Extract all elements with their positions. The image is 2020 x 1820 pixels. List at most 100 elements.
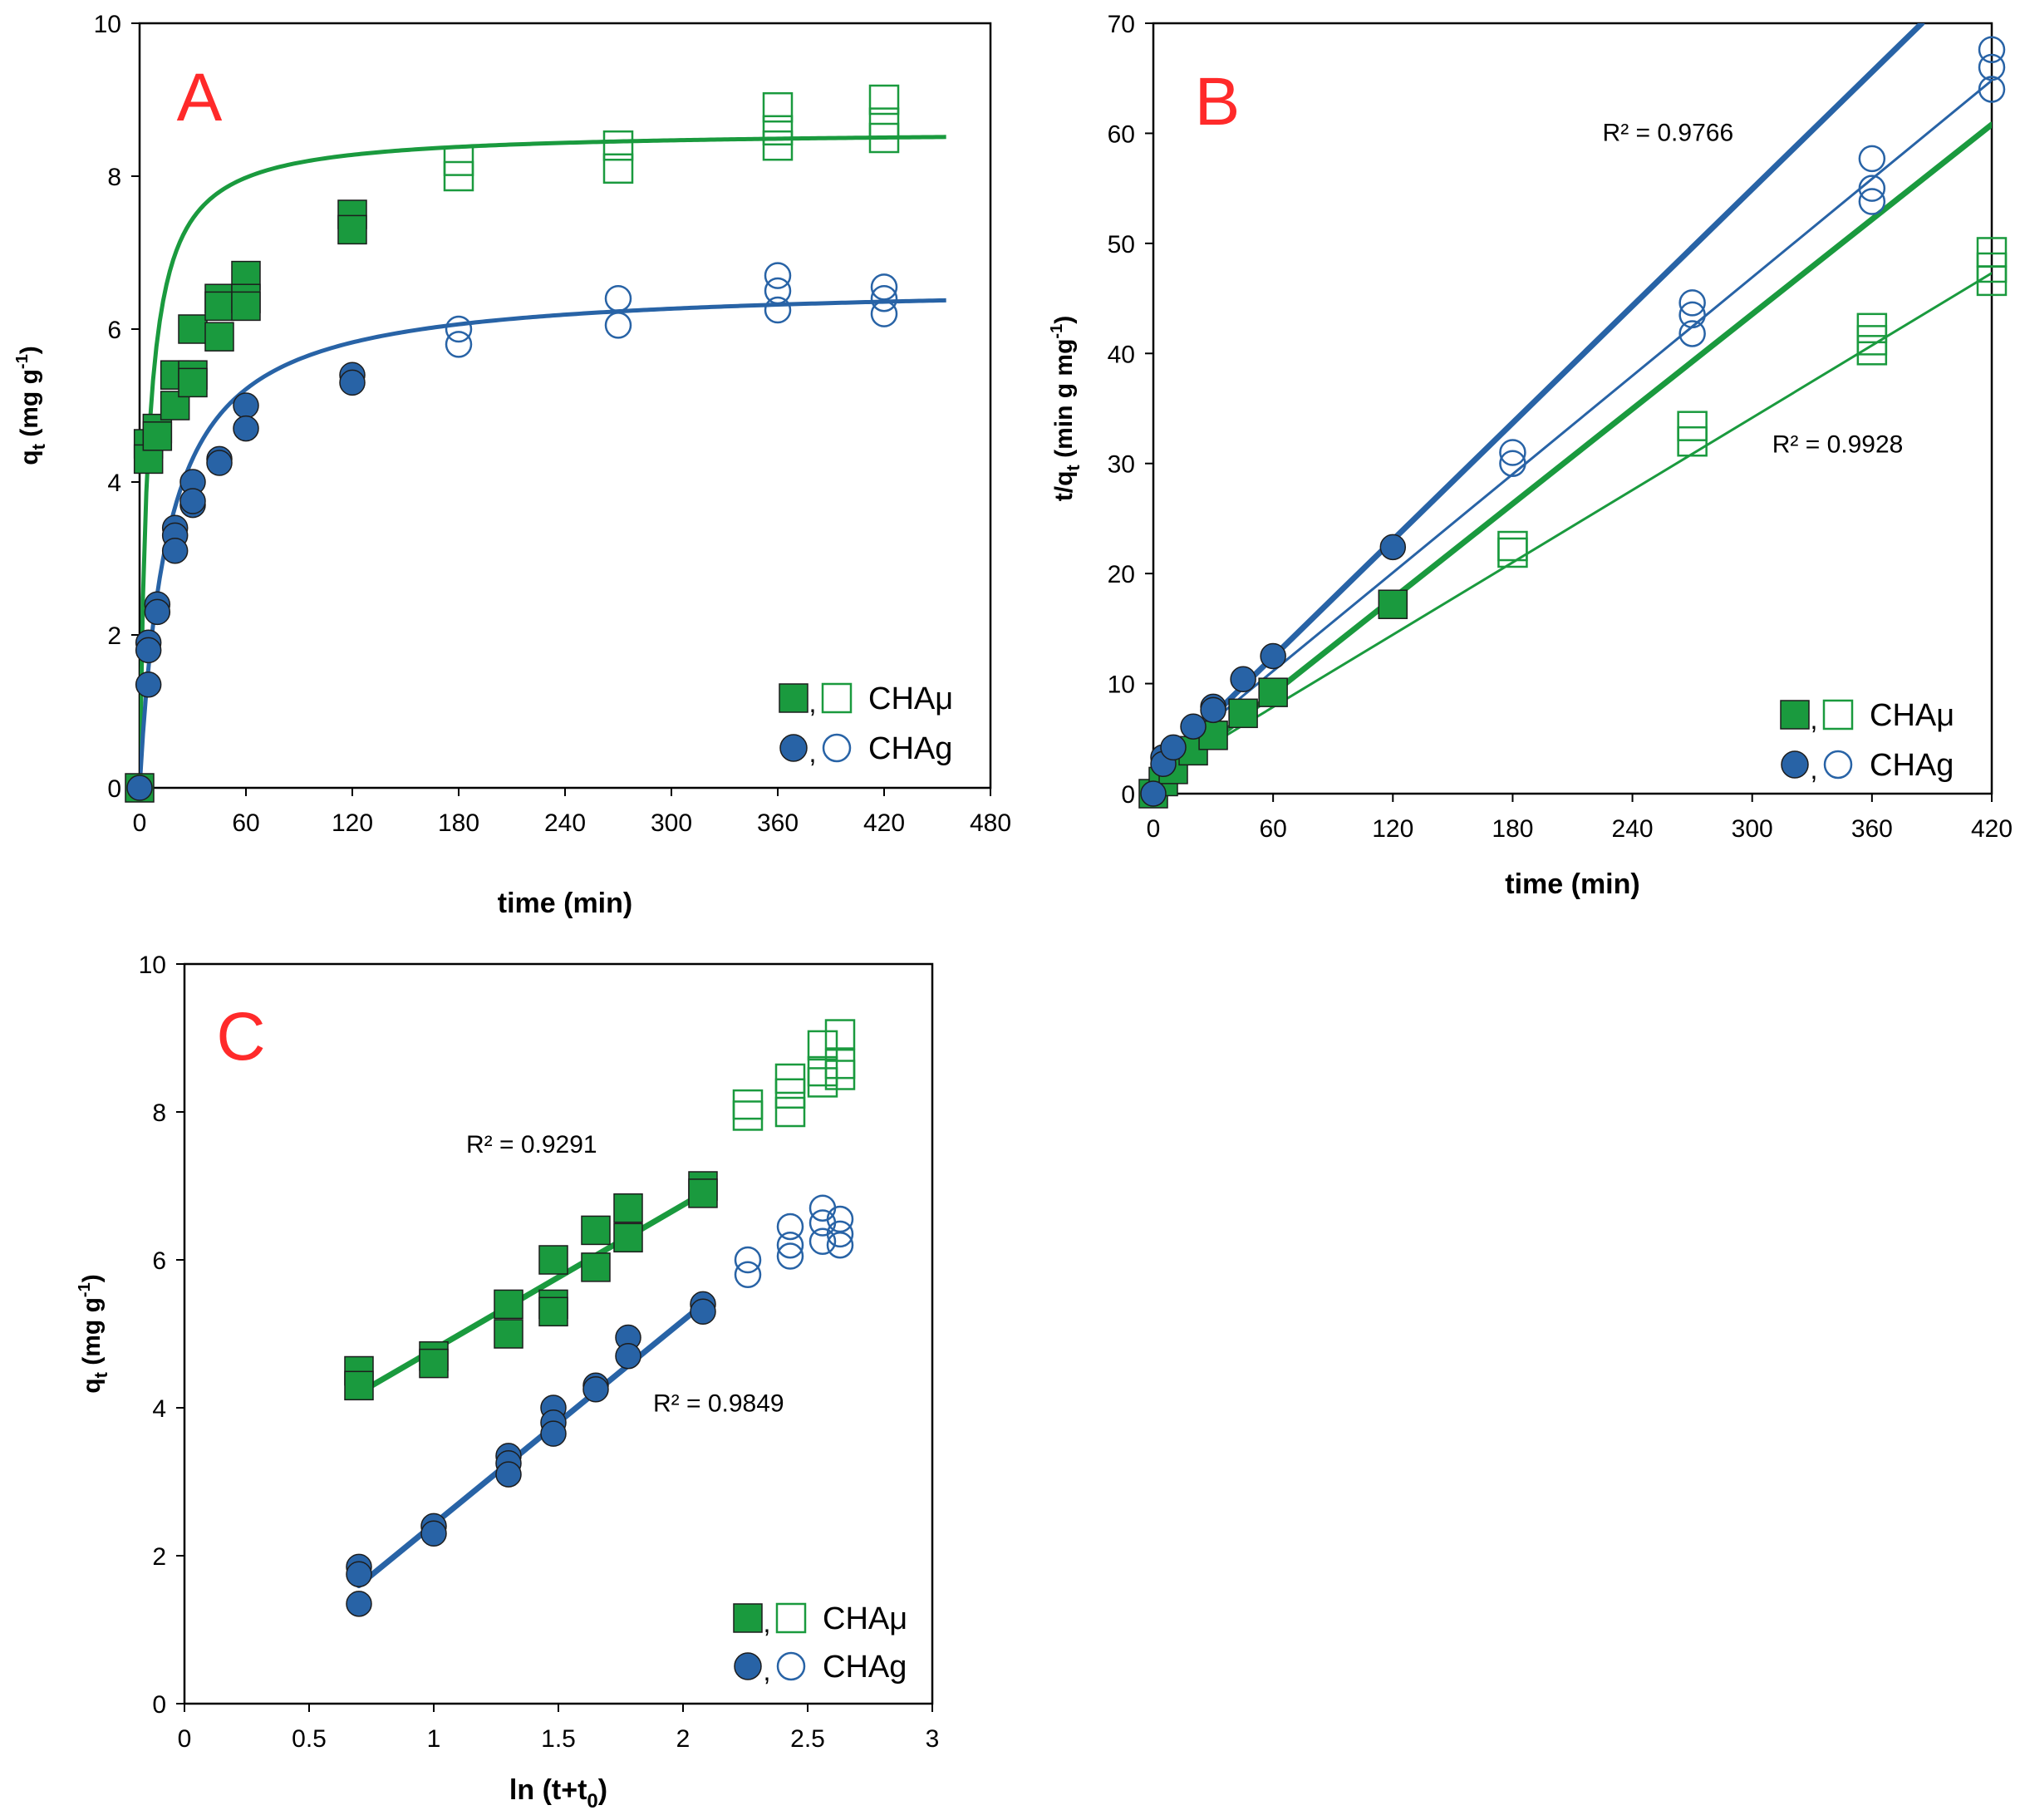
data-point [1678, 301, 1706, 329]
legend-label: CHAg [1870, 748, 1954, 783]
data-point [764, 277, 792, 305]
legend-label: CHAμ [823, 1601, 907, 1636]
data-point [824, 1048, 856, 1080]
x-tick-label: 2.5 [790, 1725, 825, 1753]
data-point [233, 415, 259, 442]
y-axis-label: t/qt (min g mg-1) [1048, 316, 1084, 501]
data-point [870, 273, 898, 301]
y-tick-label: 4 [107, 470, 121, 497]
data-point [774, 1096, 806, 1128]
data-point [581, 1252, 611, 1282]
legend-marker-filled [1780, 700, 1810, 730]
y-tick-label: 40 [1108, 341, 1135, 368]
y-axis-label-unit: (mg g [78, 1297, 106, 1372]
fit-line [1153, 79, 1992, 771]
data-point [824, 1060, 856, 1090]
y-axis-label-main: q [16, 450, 43, 465]
data-point [540, 1420, 567, 1447]
data-point [776, 1213, 804, 1241]
data-point [161, 538, 189, 564]
panel-letter: C [216, 999, 265, 1075]
x-tick-label: 420 [1971, 815, 2013, 843]
x-axis-label: time (min) [1505, 868, 1639, 900]
plot-frame [183, 962, 934, 1705]
data-point [734, 1261, 762, 1289]
data-point [868, 122, 900, 154]
legend-comma: , [764, 1656, 771, 1686]
data-point [1140, 780, 1167, 807]
x-axis-label: ln (t+t0) [509, 1774, 607, 1813]
legend-marker-filled [733, 1603, 763, 1633]
data-point [142, 421, 173, 451]
data-point [808, 1227, 837, 1255]
data-point [494, 1289, 523, 1320]
y-axis-label-close: ) [16, 346, 43, 354]
x-tick-label: 60 [232, 809, 259, 837]
legend-marker-filled [779, 683, 808, 713]
x-tick-label: 420 [863, 809, 905, 837]
fit-line [356, 1301, 706, 1589]
data-point [764, 296, 792, 324]
y-tick-label: 10 [139, 952, 166, 979]
data-point [764, 262, 792, 289]
data-point [1976, 265, 2008, 297]
y-axis-label: qt (mg g-1) [76, 1274, 111, 1393]
y-axis-label-main: q [78, 1378, 106, 1393]
r-squared-label: R² = 0.9766 [1603, 120, 1734, 147]
data-point [762, 130, 794, 161]
panel-letter: B [1195, 64, 1241, 140]
fit-line [1153, 121, 1992, 791]
x-tick-label: 180 [438, 809, 479, 837]
y-axis-label-close: ) [1050, 316, 1078, 324]
x-axis-label-sub: 0 [587, 1790, 597, 1813]
data-point [1858, 188, 1886, 215]
y-axis-label-unit: (min g mg [1050, 339, 1078, 465]
r-squared-label: R² = 0.9849 [653, 1390, 784, 1417]
data-point [233, 392, 259, 419]
data-point [1228, 698, 1258, 729]
data-point [807, 1067, 838, 1098]
legend-comma: , [809, 738, 817, 768]
data-point [1260, 642, 1286, 670]
data-point [204, 322, 234, 352]
r-squared-label: R² = 0.9928 [1772, 430, 1904, 458]
plot-area [1153, 23, 1992, 791]
data-point [1978, 36, 2006, 64]
data-point [613, 1222, 643, 1253]
x-tick-label: 0.5 [292, 1725, 327, 1753]
legend-marker-open [821, 682, 853, 714]
x-tick-label: 240 [544, 809, 586, 837]
x-tick-label: 480 [970, 809, 1011, 837]
data-point [613, 1193, 643, 1223]
y-tick-label: 70 [1108, 11, 1135, 38]
data-point [615, 1342, 641, 1370]
legend-marker-open [776, 1651, 806, 1681]
x-tick-label: 60 [1259, 815, 1286, 843]
y-axis-label-sub: t [28, 443, 49, 450]
data-point [135, 671, 162, 698]
y-tick-label: 60 [1108, 121, 1135, 148]
data-point [1677, 425, 1708, 457]
y-axis-label-unit: (mg g [16, 369, 43, 444]
x-tick-label: 2 [676, 1725, 691, 1753]
legend-marker-filled [734, 1652, 762, 1680]
x-axis-label-main: ln (t+t [509, 1774, 587, 1806]
data-point [762, 115, 794, 146]
panel-letter: A [177, 60, 223, 135]
x-tick-label: 3 [926, 1725, 940, 1753]
y-axis-label-close: ) [78, 1274, 106, 1282]
y-axis-label-sup: -1 [1048, 324, 1066, 339]
fit-curve [140, 135, 946, 788]
data-point [868, 84, 900, 116]
data-point [419, 1348, 449, 1379]
data-point [808, 1194, 837, 1222]
legend-marker-open [822, 733, 852, 763]
plot-frame [1152, 22, 1993, 795]
y-tick-label: 10 [94, 11, 121, 38]
data-point [1978, 76, 2006, 103]
data-point [339, 369, 366, 396]
data-point [443, 160, 474, 192]
data-point [337, 214, 367, 245]
x-tick-label: 120 [332, 809, 373, 837]
legend-marker-filled [1781, 750, 1809, 779]
